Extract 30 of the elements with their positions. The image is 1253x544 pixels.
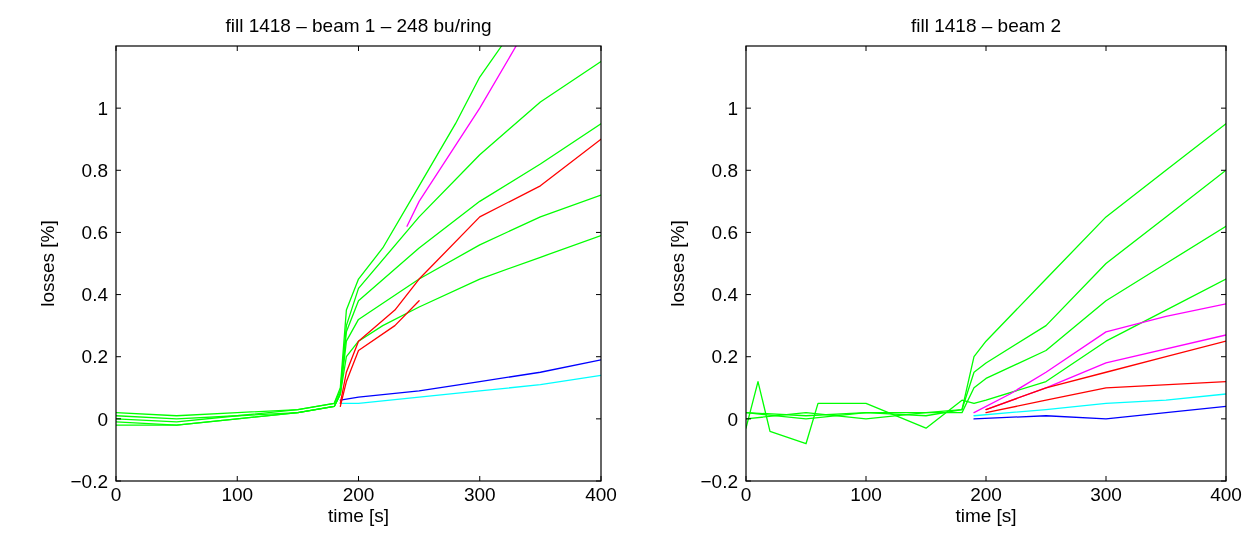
y-tick-label: 0.8	[711, 159, 738, 181]
y-tick-label: 0.2	[711, 346, 738, 368]
x-tick-label: 400	[1210, 484, 1242, 505]
y-tick-label: 0	[727, 408, 738, 430]
y-tick-label: 0.8	[81, 159, 108, 181]
x-tick-label: 100	[850, 484, 882, 505]
y-tick-label: −0.2	[700, 470, 738, 492]
y-tick-label: 0.6	[81, 222, 108, 244]
x-tick-label: 300	[463, 484, 496, 505]
x-axis-title: time [s]	[327, 505, 390, 526]
x-tick-label: 0	[740, 484, 752, 505]
y-tick-label: 0.2	[81, 346, 108, 368]
x-tick-label: 300	[1090, 484, 1122, 505]
y-tick-label: 0	[97, 408, 108, 430]
chart-title: fill 1418 – beam 2	[911, 15, 1061, 36]
y-tick-label: 0.6	[711, 222, 738, 244]
x-tick-label: 0	[110, 484, 122, 505]
y-tick-label: 0.4	[81, 284, 109, 306]
y-tick-label: 1	[727, 97, 738, 119]
y-tick-label: 1	[97, 97, 108, 119]
x-tick-label: 200	[970, 484, 1002, 505]
x-tick-label: 200	[342, 484, 375, 505]
y-tick-label: 0.4	[711, 284, 739, 306]
y-axis-title: losses [%]	[667, 220, 688, 307]
x-axis-title: time [s]	[955, 505, 1017, 526]
y-axis-title: losses [%]	[37, 220, 58, 307]
x-tick-label: 100	[221, 484, 254, 505]
x-tick-label: 400	[585, 484, 617, 505]
y-tick-label: −0.2	[70, 470, 108, 492]
chart-title: fill 1418 – beam 1 – 248 bu/ring	[225, 15, 492, 36]
